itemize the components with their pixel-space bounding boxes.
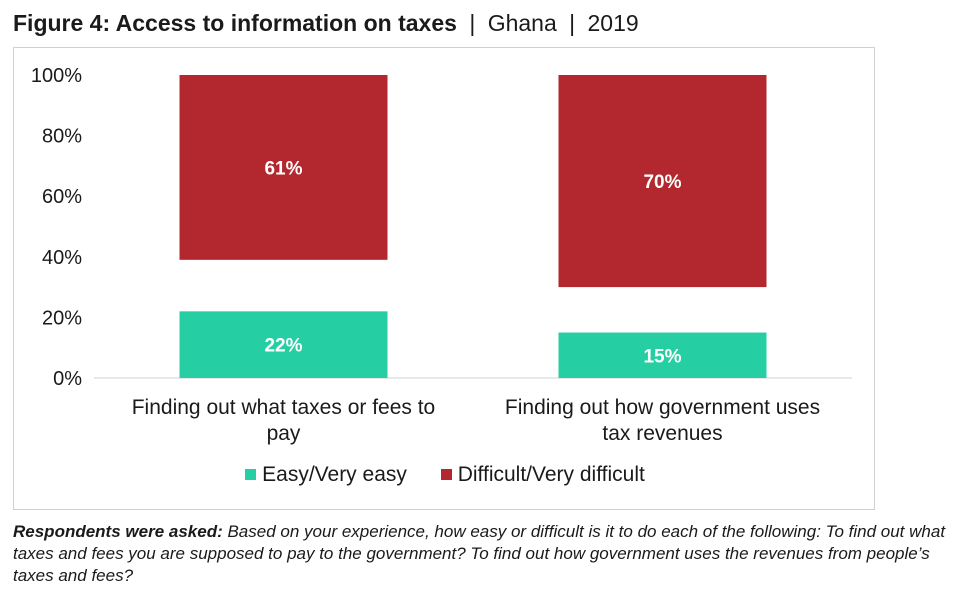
title-main: Figure 4: Access to information on taxes	[13, 10, 457, 36]
data-label-easy: 22%	[264, 336, 302, 357]
legend-swatch-difficult	[440, 469, 452, 480]
chart-title: Figure 4: Access to information on taxes…	[13, 10, 639, 37]
legend-label-difficult: Difficult/Very difficult	[457, 462, 645, 486]
note-lead: Respondents were asked:	[13, 522, 223, 541]
y-tick-label: 60%	[42, 186, 82, 208]
legend-item-easy: Easy/Very easy	[245, 463, 407, 487]
y-tick-label: 100%	[31, 65, 82, 87]
legend-label-easy: Easy/Very easy	[262, 462, 407, 486]
x-category-label: tax revenues	[602, 422, 722, 445]
survey-note: Respondents were asked: Based on your ex…	[13, 521, 968, 587]
x-category-label: Finding out how government uses	[505, 396, 820, 419]
bar-chart: 0% 20% 40% 60% 80% 100% 22% 61% Finding out what…	[31, 65, 852, 445]
data-label-easy: 15%	[643, 346, 681, 367]
legend: Easy/Very easy Difficult/Very difficult	[14, 462, 876, 487]
y-tick-label: 20%	[42, 307, 82, 329]
note-text: Based on your experience, how easy or di…	[13, 522, 946, 585]
x-category-label: pay	[267, 422, 301, 445]
data-label-difficult: 70%	[643, 172, 681, 193]
bar-difficult	[179, 75, 388, 260]
title-country: Ghana	[487, 10, 557, 36]
title-year: 2019	[587, 10, 639, 36]
title-separator-1: |	[469, 10, 476, 36]
y-tick-label: 0%	[53, 368, 82, 390]
x-category-label: Finding out what taxes or fees to	[132, 396, 436, 419]
legend-item-difficult: Difficult/Very difficult	[440, 462, 645, 487]
data-label-difficult: 61%	[264, 158, 302, 179]
bar-easy	[558, 332, 767, 378]
legend-swatch-easy	[245, 469, 257, 480]
chart-panel: 0% 20% 40% 60% 80% 100% 22% 61% Finding out what…	[13, 47, 875, 510]
y-tick-label: 80%	[42, 126, 82, 148]
bar-difficult	[558, 75, 767, 288]
y-tick-label: 40%	[42, 247, 82, 269]
title-separator-2: |	[569, 10, 576, 36]
bar-easy	[179, 311, 388, 378]
